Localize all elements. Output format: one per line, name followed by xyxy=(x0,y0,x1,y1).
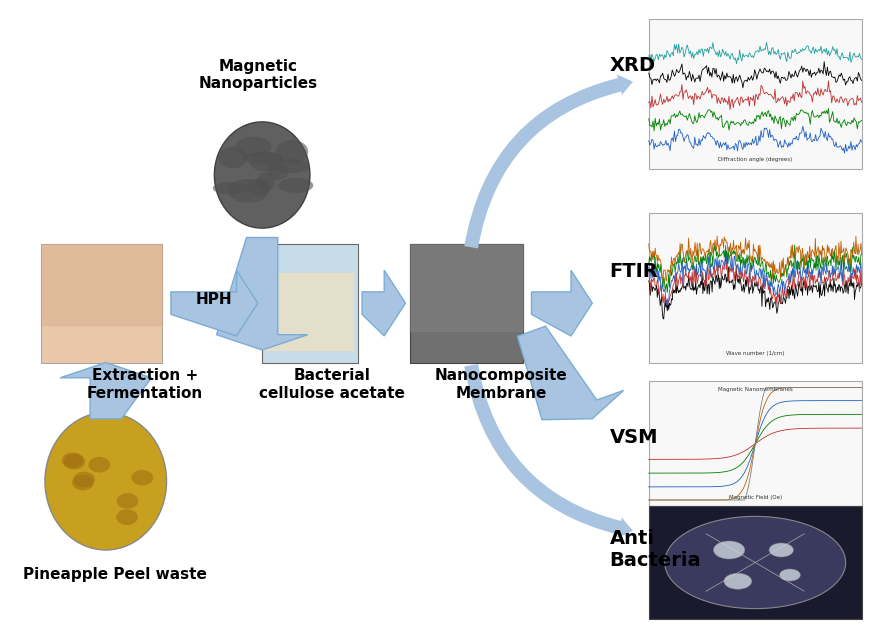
FancyBboxPatch shape xyxy=(648,381,860,506)
Ellipse shape xyxy=(61,452,83,468)
FancyBboxPatch shape xyxy=(648,19,860,169)
Text: HPH: HPH xyxy=(196,292,233,308)
Ellipse shape xyxy=(235,137,271,157)
Ellipse shape xyxy=(212,182,248,194)
FancyArrowPatch shape xyxy=(464,74,632,249)
Text: Magnetic Nanomembranes: Magnetic Nanomembranes xyxy=(717,388,792,392)
Ellipse shape xyxy=(664,516,845,609)
Text: Bacterial
cellulose acetate: Bacterial cellulose acetate xyxy=(258,368,404,401)
Text: FTIR: FTIR xyxy=(609,262,658,281)
Text: Pineapple Peel waste: Pineapple Peel waste xyxy=(23,568,206,582)
Ellipse shape xyxy=(275,140,308,164)
FancyBboxPatch shape xyxy=(262,244,357,362)
Ellipse shape xyxy=(89,457,110,472)
Text: Anti
Bacteria: Anti Bacteria xyxy=(609,529,701,571)
Text: Extraction +
Fermentation: Extraction + Fermentation xyxy=(87,368,203,401)
Ellipse shape xyxy=(248,179,270,195)
Text: Magnetic
Nanoparticles: Magnetic Nanoparticles xyxy=(198,59,317,91)
FancyBboxPatch shape xyxy=(648,213,860,362)
Ellipse shape xyxy=(268,162,288,180)
Text: XRD: XRD xyxy=(609,56,655,75)
Ellipse shape xyxy=(117,493,138,509)
Ellipse shape xyxy=(72,475,94,491)
Ellipse shape xyxy=(116,509,138,525)
Ellipse shape xyxy=(45,412,167,550)
Ellipse shape xyxy=(227,179,269,202)
Ellipse shape xyxy=(723,573,751,589)
Text: Wave number (1/cm): Wave number (1/cm) xyxy=(725,351,783,356)
Ellipse shape xyxy=(272,159,309,173)
Ellipse shape xyxy=(73,472,95,488)
FancyArrowPatch shape xyxy=(464,364,632,538)
Polygon shape xyxy=(531,270,592,336)
Ellipse shape xyxy=(63,454,85,469)
Polygon shape xyxy=(216,238,307,350)
Ellipse shape xyxy=(768,543,793,557)
FancyBboxPatch shape xyxy=(40,244,162,362)
Polygon shape xyxy=(517,326,623,420)
Text: Diffraction angle (degrees): Diffraction angle (degrees) xyxy=(717,158,791,162)
Polygon shape xyxy=(362,270,405,336)
Text: Magnetic Field (Oe): Magnetic Field (Oe) xyxy=(728,495,781,500)
Ellipse shape xyxy=(779,569,800,581)
Polygon shape xyxy=(170,270,257,336)
Polygon shape xyxy=(60,362,151,419)
Ellipse shape xyxy=(214,122,310,228)
Ellipse shape xyxy=(713,541,744,559)
FancyBboxPatch shape xyxy=(409,244,522,362)
Text: VSM: VSM xyxy=(609,428,658,447)
Ellipse shape xyxy=(243,152,283,164)
Ellipse shape xyxy=(278,178,313,193)
Ellipse shape xyxy=(132,470,153,486)
Ellipse shape xyxy=(218,147,247,168)
FancyBboxPatch shape xyxy=(648,506,860,619)
Ellipse shape xyxy=(248,152,282,171)
Ellipse shape xyxy=(256,172,275,191)
Text: Nanocomposite
Membrane: Nanocomposite Membrane xyxy=(435,368,567,401)
